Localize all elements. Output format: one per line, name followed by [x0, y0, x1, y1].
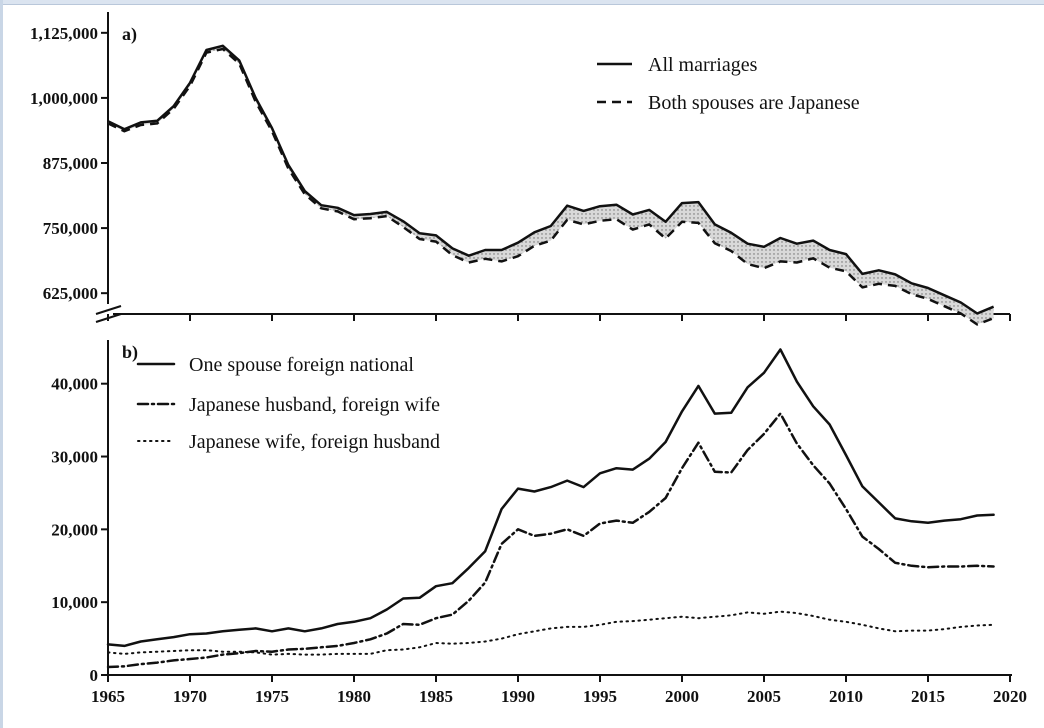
panel-a-y-tick-label: 625,000 — [43, 284, 98, 303]
panel-a-series-line-0 — [107, 44, 995, 315]
panel-a-y-tick-label: 875,000 — [43, 154, 98, 173]
panel-b-y-tick-label: 30,000 — [51, 448, 98, 467]
panel-a-label: a) — [122, 24, 137, 45]
panel-b-series-line-2 — [107, 610, 995, 656]
axis-break-stroke — [95, 313, 122, 323]
x-tick-label: 1965 — [91, 687, 125, 706]
window-top-border — [0, 0, 1044, 5]
panel-a: 1,125,000 1,000,000 875,000 750,000 625,000 a… — [30, 12, 1011, 326]
panel-b-label: b) — [122, 342, 138, 363]
panel-b-series-line-1 — [106, 412, 995, 669]
panel-a-y-tick-label: 750,000 — [43, 219, 98, 238]
panel-b-y-tick-label: 0 — [90, 666, 99, 685]
window-left-border — [0, 0, 3, 728]
x-axis: 1965 1970 1975 1980 1985 1990 1995 2000 2005 2010… — [91, 674, 1027, 706]
panel-a-y-tick-label: 1,125,000 — [30, 24, 98, 43]
panel-b-series-line-0 — [106, 348, 995, 648]
panel-b-legend-label: One spouse foreign national — [189, 354, 414, 376]
x-tick-label: 1995 — [583, 687, 617, 706]
panel-a-difference-band — [108, 45, 994, 325]
x-tick-label: 1985 — [419, 687, 453, 706]
panel-b-legend-label: Japanese husband, foreign wife — [189, 394, 440, 416]
x-tick-label: 1975 — [255, 687, 289, 706]
panel-b: 40,000 30,000 20,000 10,000 0 b) One spouse fo… — [51, 340, 995, 685]
x-tick-label: 2000 — [665, 687, 699, 706]
panel-b-y-tick-label: 20,000 — [51, 520, 98, 539]
panel-a-legend-label: All marriages — [648, 54, 758, 76]
axis-break-mark — [95, 305, 122, 323]
x-tick-label: 2010 — [829, 687, 863, 706]
panel-b-legend-label: Japanese wife, foreign husband — [189, 431, 440, 453]
panel-b-y-tick-label: 10,000 — [51, 593, 98, 612]
panel-a-legend-label: Both spouses are Japanese — [648, 92, 860, 114]
x-tick-label: 1990 — [501, 687, 535, 706]
x-tick-label: 1980 — [337, 687, 371, 706]
x-tick-label: 2020 — [993, 687, 1027, 706]
axis-break-stroke — [95, 305, 122, 315]
x-tick-label: 2005 — [747, 687, 781, 706]
panel-b-y-tick-label: 40,000 — [51, 375, 98, 394]
x-tick-label: 2015 — [911, 687, 945, 706]
panel-a-y-tick-label: 1,000,000 — [30, 89, 98, 108]
x-tick-label: 1970 — [173, 687, 207, 706]
